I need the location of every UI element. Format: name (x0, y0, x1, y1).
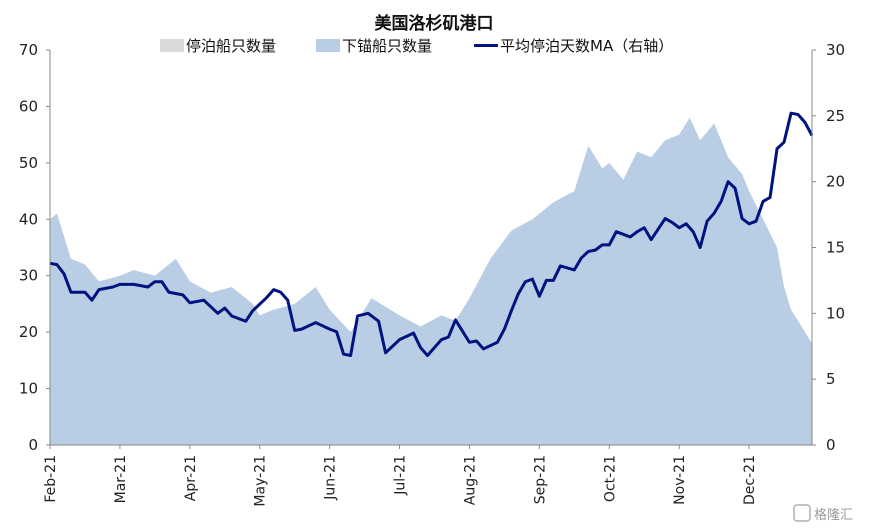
left-tick-label: 60 (19, 97, 38, 115)
right-tick-label: 20 (826, 173, 845, 191)
left-tick-label: 40 (19, 210, 38, 228)
legend-label: 下锚船只数量 (342, 37, 432, 55)
series-line-2 (49, 111, 814, 357)
left-tick-label: 30 (19, 267, 38, 285)
legend-item-area-0: 停泊船只数量 (160, 37, 276, 55)
legend-swatch (316, 39, 340, 52)
x-tick-label: Dec-21 (742, 455, 758, 505)
chart-title: 美国洛杉矶港口 (375, 13, 494, 34)
legend-item-area-1: 下锚船只数量 (316, 37, 432, 55)
x-tick-label: Feb-21 (43, 455, 59, 503)
left-tick-label: 20 (19, 323, 38, 341)
plot-area (49, 111, 814, 445)
left-tick-label: 50 (19, 154, 38, 172)
watermark: 格隆汇 (793, 504, 853, 523)
x-tick-label: Aug-21 (462, 455, 478, 505)
x-tick-label: Nov-21 (672, 455, 688, 505)
right-tick-label: 25 (826, 107, 845, 125)
x-tick-label: Jul-21 (393, 455, 409, 496)
left-tick-label: 10 (19, 380, 38, 398)
left-tick-label: 0 (28, 436, 38, 454)
x-tick-label: Apr-21 (183, 455, 199, 501)
right-tick-label: 5 (826, 370, 836, 388)
x-tick-label: Mar-21 (113, 455, 129, 503)
axes: 0 10 20 30 40 50 60 70 0 5 10 15 20 25 30 Feb-21 Mar-21 A… (19, 41, 845, 507)
watermark-logo-icon (793, 504, 811, 522)
right-tick-label: 15 (826, 239, 845, 257)
right-tick-label: 0 (826, 436, 836, 454)
legend-item-line-2: 平均停泊天数MA（右轴） (474, 37, 673, 55)
right-tick-label: 10 (826, 304, 845, 322)
legend-swatch (160, 39, 184, 52)
x-tick-label: Jun-21 (323, 455, 339, 501)
legend-label: 平均停泊天数MA（右轴） (500, 37, 673, 55)
x-tick-label: Oct-21 (602, 455, 618, 502)
right-tick-label: 30 (826, 41, 845, 59)
watermark-text: 格隆汇 (814, 507, 853, 523)
left-tick-label: 70 (19, 41, 38, 59)
series-area-1 (50, 117, 812, 445)
x-tick-label: May-21 (253, 455, 269, 507)
legend: 停泊船只数量 下锚船只数量 平均停泊天数MA（右轴） (160, 37, 673, 55)
legend-label: 停泊船只数量 (186, 37, 276, 55)
x-tick-label: Sep-21 (532, 455, 548, 504)
